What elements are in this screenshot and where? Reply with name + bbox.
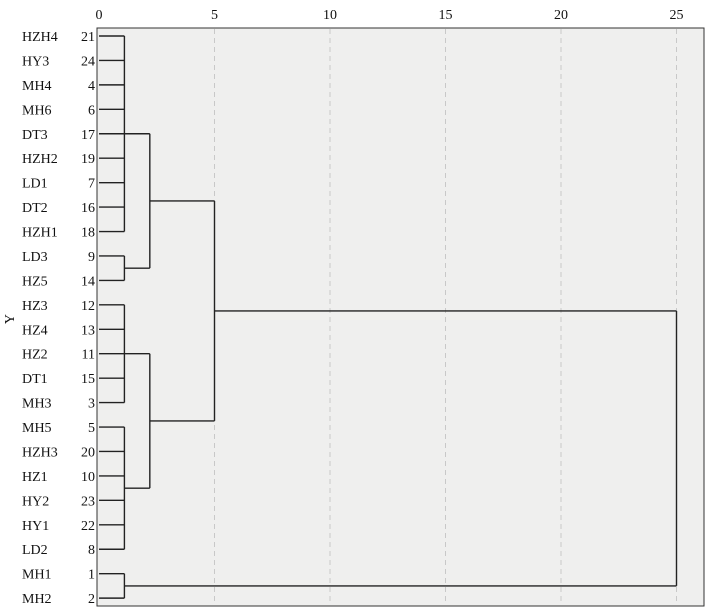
- leaf-number-label: 17: [81, 128, 95, 143]
- leaf-number-label: 2: [88, 592, 95, 607]
- leaf-number-label: 6: [88, 103, 95, 118]
- leaf-name-label: DT2: [22, 201, 48, 216]
- leaf-number-label: 21: [81, 30, 95, 45]
- leaf-number-label: 18: [81, 226, 95, 241]
- leaf-name-label: MH4: [22, 79, 52, 94]
- x-axis-ticks: 0 5 10 15 20 25: [96, 8, 684, 23]
- leaf-name-label: MH1: [22, 568, 52, 583]
- leaf-number-label: 12: [81, 299, 95, 314]
- x-tick-label: 10: [323, 8, 337, 23]
- leaf-number-label: 22: [81, 519, 95, 534]
- leaf-name-label: HY1: [22, 519, 49, 534]
- leaf-name-label: HZH4: [22, 30, 58, 45]
- leaf-name-label: HZ2: [22, 348, 48, 363]
- leaf-name-label: HY2: [22, 494, 49, 509]
- leaf-name-label: HZ5: [22, 274, 48, 289]
- leaf-name-label: HZ3: [22, 299, 48, 314]
- leaf-name-label: MH6: [22, 103, 52, 118]
- x-tick-label: 0: [96, 8, 103, 23]
- leaf-number-label: 1: [88, 568, 95, 583]
- leaf-name-label: HZH1: [22, 226, 58, 241]
- leaf-name-label: LD1: [22, 177, 48, 192]
- leaf-name-label: LD3: [22, 250, 48, 265]
- leaf-number-label: 16: [81, 201, 95, 216]
- x-tick-label: 15: [439, 8, 453, 23]
- leaf-name-label: DT1: [22, 372, 48, 387]
- x-tick-label: 25: [670, 8, 684, 23]
- leaf-number-label: 20: [81, 445, 95, 460]
- leaf-name-label: HZH3: [22, 445, 58, 460]
- x-tick-label: 20: [554, 8, 568, 23]
- leaf-name-label: MH2: [22, 592, 52, 607]
- leaf-name-label: DT3: [22, 128, 48, 143]
- leaf-number-label: 10: [81, 470, 95, 485]
- leaf-number-label: 3: [88, 397, 95, 412]
- leaf-number-label: 24: [81, 54, 95, 69]
- leaf-number-label: 4: [88, 79, 95, 94]
- leaf-number-label: 23: [81, 494, 95, 509]
- leaf-name-label: HY3: [22, 54, 49, 69]
- y-axis-label: Y: [3, 314, 18, 324]
- leaf-number-label: 9: [88, 250, 95, 265]
- plot-area: [96, 27, 705, 607]
- leaf-name-label: MH5: [22, 421, 52, 436]
- leaf-number-label: 8: [88, 543, 95, 558]
- leaf-number-label: 7: [88, 177, 95, 192]
- x-tick-label: 5: [211, 8, 218, 23]
- leaf-number-label: 19: [81, 152, 95, 167]
- leaf-number-label: 14: [81, 274, 95, 289]
- leaf-name-label: HZH2: [22, 152, 58, 167]
- leaf-name-label: HZ4: [22, 323, 48, 338]
- leaf-name-label: LD2: [22, 543, 48, 558]
- leaf-name-label: HZ1: [22, 470, 48, 485]
- leaf-number-label: 13: [81, 323, 95, 338]
- leaf-name-label: MH3: [22, 397, 52, 412]
- leaf-number-label: 5: [88, 421, 95, 436]
- leaf-number-label: 11: [82, 348, 95, 363]
- leaf-number-label: 15: [81, 372, 95, 387]
- dendrogram-branches: [99, 35, 678, 599]
